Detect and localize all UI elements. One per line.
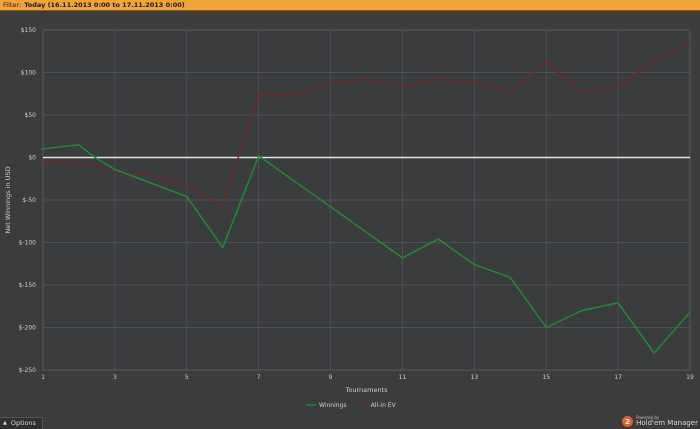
legend-label: Winnings: [319, 402, 346, 409]
hm2-logo-icon: 2: [622, 416, 634, 427]
y-axis-label: Net Winnings in USD: [4, 166, 12, 233]
series-line-winnings: [41, 144, 691, 354]
bottom-bar: ▲ Options 2 Powered by Hold'em Manager: [0, 416, 700, 429]
brand: 2 Powered by Hold'em Manager: [622, 416, 698, 427]
x-tick-label: 5: [185, 374, 189, 381]
x-tick-label: 3: [113, 374, 117, 381]
filter-label: Filter:: [3, 1, 22, 9]
y-tick-label: $-100: [19, 240, 37, 247]
options-label: Options: [10, 419, 36, 427]
y-tick-label: $50: [25, 112, 37, 119]
filter-bar[interactable]: Filter: Today (16.11.2013 0:00 to 17.11.…: [0, 0, 700, 11]
brand-powered-text: Powered by: [636, 415, 660, 420]
y-tick-label: $-150: [19, 282, 37, 289]
x-tick-label: 19: [686, 374, 694, 381]
brand-name: Hold'em Manager: [636, 419, 698, 427]
x-tick-label: 11: [399, 374, 407, 381]
y-tick-label: $-50: [22, 197, 36, 204]
x-tick-label: 7: [257, 374, 261, 381]
x-tick-label: 1: [41, 374, 45, 381]
legend-label: All-in EV: [371, 402, 397, 409]
x-tick-label: 17: [614, 374, 622, 381]
y-tick-label: $0: [28, 155, 36, 162]
y-tick-label: $150: [21, 27, 36, 34]
y-tick-label: $-200: [19, 325, 37, 332]
x-tick-label: 9: [329, 374, 333, 381]
options-button[interactable]: ▲ Options: [0, 417, 43, 429]
y-tick-label: $100: [21, 70, 36, 77]
y-tick-label: $-250: [19, 367, 37, 374]
x-tick-label: 15: [542, 374, 550, 381]
x-tick-label: 13: [471, 374, 479, 381]
series-line-all-in-ev: [41, 41, 691, 207]
filter-value[interactable]: Today (16.11.2013 0:00 to 17.11.2013 0:0…: [24, 1, 185, 9]
x-axis-label: Tournaments: [344, 386, 388, 394]
caret-up-icon: ▲: [3, 420, 7, 426]
